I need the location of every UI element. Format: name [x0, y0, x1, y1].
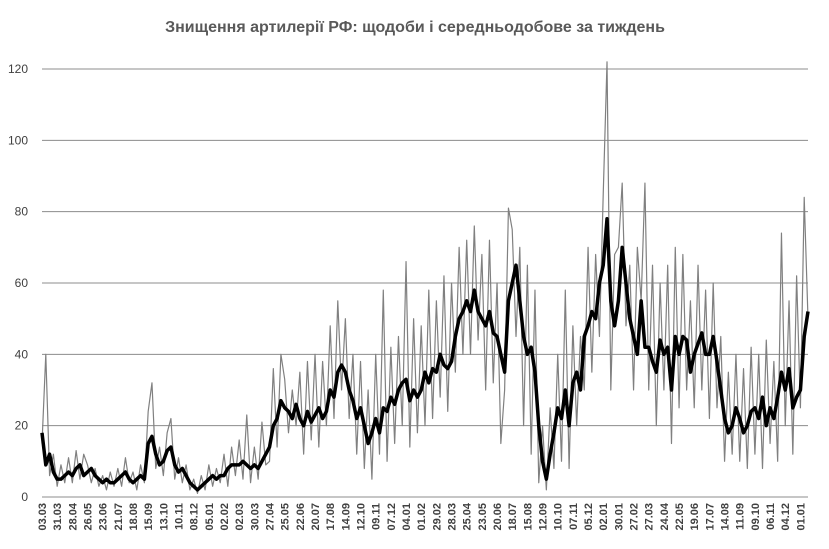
x-tick-label: 27.04: [265, 502, 277, 530]
x-tick-label: 15.08: [522, 503, 534, 531]
x-tick-label: 17.07: [704, 503, 716, 531]
y-tick-label: 100: [8, 133, 28, 147]
x-tick-label: 24.04: [659, 502, 671, 530]
x-tick-label: 27.02: [629, 503, 641, 531]
chart-title: Знищення артилерії РФ: щодоби і середньо…: [165, 19, 665, 36]
y-tick-label: 20: [15, 419, 29, 433]
x-tick-label: 05.12: [583, 503, 595, 531]
x-tick-label: 01.01: [795, 503, 807, 531]
x-tick-label: 18.08: [128, 503, 140, 531]
series-line: [41, 61, 809, 495]
x-tick-label: 14.08: [720, 503, 732, 531]
x-tick-label: 25.05: [280, 503, 292, 531]
x-tick-label: 22.05: [674, 503, 686, 531]
x-tick-label: 03.03: [37, 503, 49, 531]
x-tick-label: 18.07: [507, 503, 519, 531]
x-tick-label: 31.03: [52, 503, 64, 531]
x-tick-label: 07.12: [386, 503, 398, 531]
x-tick-label: 06.11: [765, 503, 777, 530]
x-tick-label: 28.04: [67, 502, 79, 530]
x-tick-label: 30.03: [249, 503, 261, 531]
x-tick-label: 15.09: [143, 503, 155, 531]
x-tick-label: 10.10: [553, 503, 565, 531]
x-tick-label: 01.02: [416, 503, 428, 531]
x-tick-label: 13.10: [158, 503, 170, 531]
x-tick-label: 23.06: [98, 503, 110, 531]
x-tick-label: 02.03: [234, 503, 246, 531]
y-tick-label: 80: [15, 205, 29, 219]
x-tick-label: 26.05: [83, 503, 95, 531]
x-tick-label: 12.09: [538, 503, 550, 531]
y-tick-label: 0: [21, 490, 28, 504]
x-tick-label: 29.02: [431, 503, 443, 531]
x-tick-label: 23.05: [477, 503, 489, 531]
x-tick-label: 28.03: [447, 503, 459, 531]
x-tick-label: 08.12: [189, 503, 201, 531]
x-tick-label: 25.04: [462, 502, 474, 530]
y-tick-label: 120: [8, 62, 28, 76]
x-tick-label: 02.01: [598, 503, 610, 531]
x-tick-label: 12.10: [356, 503, 368, 531]
x-tick-label: 04.12: [780, 503, 792, 531]
x-tick-label: 27.03: [644, 503, 656, 531]
x-tick-label: 10.11: [174, 503, 186, 530]
x-tick-label: 11.09: [735, 503, 747, 530]
x-tick-label: 20.06: [492, 503, 504, 531]
x-tick-label: 07.11: [568, 503, 580, 530]
x-tick-label: 30.01: [613, 503, 625, 531]
x-tick-label: 19.06: [689, 503, 701, 531]
x-tick-label: 20.07: [310, 503, 322, 531]
y-tick-label: 40: [15, 347, 29, 361]
x-tick-label: 04.01: [401, 503, 413, 531]
series-line: [40, 217, 810, 492]
y-tick-label: 60: [15, 276, 29, 290]
x-tick-label: 21.07: [113, 503, 125, 531]
x-tick-label: 09.11: [371, 503, 383, 530]
x-tick-label: 05.01: [204, 503, 216, 531]
x-tick-label: 17.08: [325, 503, 337, 531]
x-tick-label: 14.09: [340, 503, 352, 531]
x-tick-label: 09.10: [750, 503, 762, 531]
x-tick-label: 22.06: [295, 503, 307, 531]
x-tick-label: 02.02: [219, 503, 231, 531]
